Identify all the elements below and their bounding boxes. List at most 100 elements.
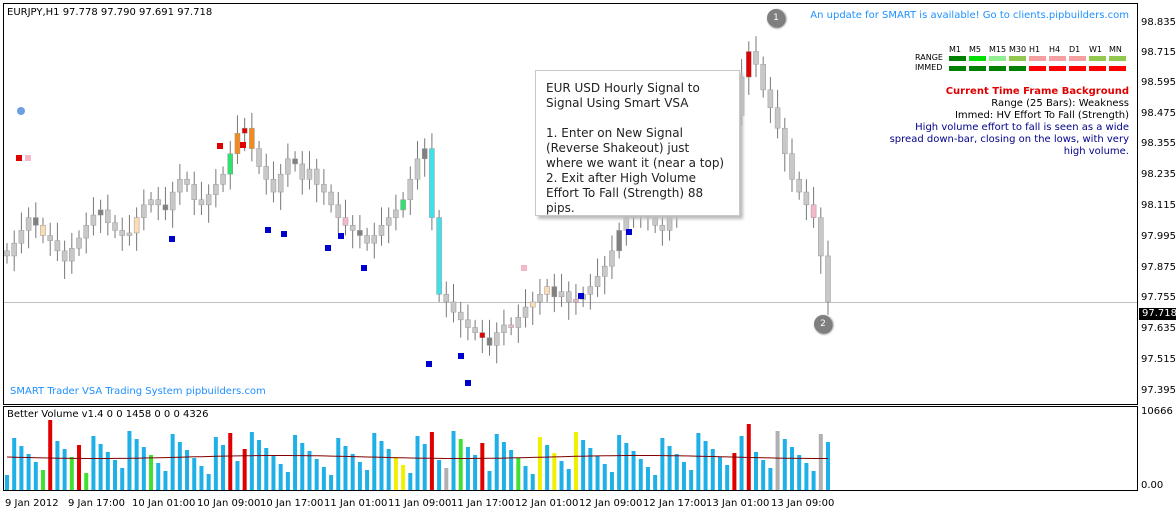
volume-bar [732,453,737,490]
time-axis-label: 12 Jan 01:00 [515,498,579,509]
candle-body [105,209,111,223]
volume-bar [638,459,643,490]
signal-dot [325,245,331,251]
volume-bar [717,457,722,490]
ctf-title: Current Time Frame Background [945,86,1129,97]
candle-body [537,294,543,303]
time-axis-label: 11 Jan 17:00 [451,498,515,509]
update-notice-link[interactable]: An update for SMART is available! Go to … [810,10,1129,21]
volume-bar [775,431,780,490]
volume-bar [595,456,600,490]
volume-bar [725,465,730,490]
volume-bar [653,475,658,490]
candle-body [573,299,579,303]
time-axis-label: 12 Jan 17:00 [643,498,707,509]
marker-1-badge[interactable]: 1 [767,9,785,27]
candle-body [529,301,536,308]
volume-bar [300,443,305,490]
range-cell [1069,56,1086,61]
volume-bar [473,455,478,490]
candle-body [18,230,25,244]
immed-cell [1029,66,1046,71]
volume-bar [357,462,362,490]
signal-dot [626,229,632,235]
volume-bar [372,433,377,490]
timeframe-header: H4 [1049,45,1061,54]
volume-bar [617,435,622,490]
volume-bar [422,444,427,490]
candle-body [803,191,810,206]
candle-body [789,153,795,180]
signal-dot [338,233,344,239]
candle-body [33,217,39,226]
volume-bar [797,455,802,490]
volume-bar [768,468,773,490]
candle-body [774,107,781,129]
current-price-tag: 97.718 [1139,308,1176,320]
volume-bar [429,432,434,490]
price-axis-label: 98.115 [1141,200,1176,211]
candle-body [299,163,306,180]
volume-bar [581,440,586,490]
candle-body [177,179,183,193]
volume-bar [451,431,456,490]
watermark-text: SMART Trader VSA Trading System pipbuild… [10,386,266,397]
candle-body [565,291,572,303]
volume-bar [696,433,701,490]
volume-bar [141,447,146,490]
marker-2-badge[interactable]: 2 [814,315,832,333]
candle-body [385,217,392,226]
volume-bar [660,438,665,490]
candle-body [162,204,169,211]
volume-bar [465,447,470,490]
volume-bar [77,445,82,490]
price-axis-label: 97.395 [1141,385,1176,396]
price-axis-label: 98.355 [1141,138,1176,149]
candle-body [818,217,824,257]
range-cell [1029,56,1046,61]
volume-bar [566,469,571,490]
volume-bar [235,461,240,490]
candle-body [378,225,385,236]
candle-body [349,225,356,231]
candle-body [148,199,154,206]
volume-bar [257,440,262,490]
candle-body [767,89,774,108]
volume-bar [739,436,744,490]
volume-bar [26,454,31,490]
time-axis-label: 13 Jan 09:00 [771,498,835,509]
range-cell [1049,56,1066,61]
volume-bar [393,457,398,490]
candle-body [40,225,46,236]
time-axis-label: 9 Jan 17:00 [68,498,125,509]
candle-body [155,199,161,206]
volume-bar [242,449,247,490]
candle-body [234,133,241,154]
timeframe-header: M30 [1009,45,1027,54]
candle-body [493,332,500,346]
volume-bar [62,449,67,490]
volume-bar [523,466,528,490]
volume-bar [681,462,686,490]
volume-bar [782,439,787,490]
volume-bar [624,443,629,490]
signal-dot [458,353,464,359]
volume-bar [156,463,161,490]
volume-max-label: 10666 [1141,406,1173,417]
volume-bar [444,468,449,490]
range-cell [969,56,986,61]
volume-bar [415,436,420,490]
volume-bar [192,458,197,490]
volume-bar [336,438,341,490]
signal-dot [426,361,432,367]
immed-cell [1089,66,1106,71]
volume-bar [811,471,816,490]
price-axis-label: 97.995 [1141,231,1176,242]
price-axis-label: 98.595 [1141,77,1176,88]
signal-dot [578,293,584,299]
candle-body [825,255,831,303]
volume-bar [321,467,326,490]
symbol-info-label: EURJPY,H1 97.778 97.790 97.691 97.718 [7,7,213,18]
candle-body [450,301,457,313]
signal-dot [281,231,287,237]
